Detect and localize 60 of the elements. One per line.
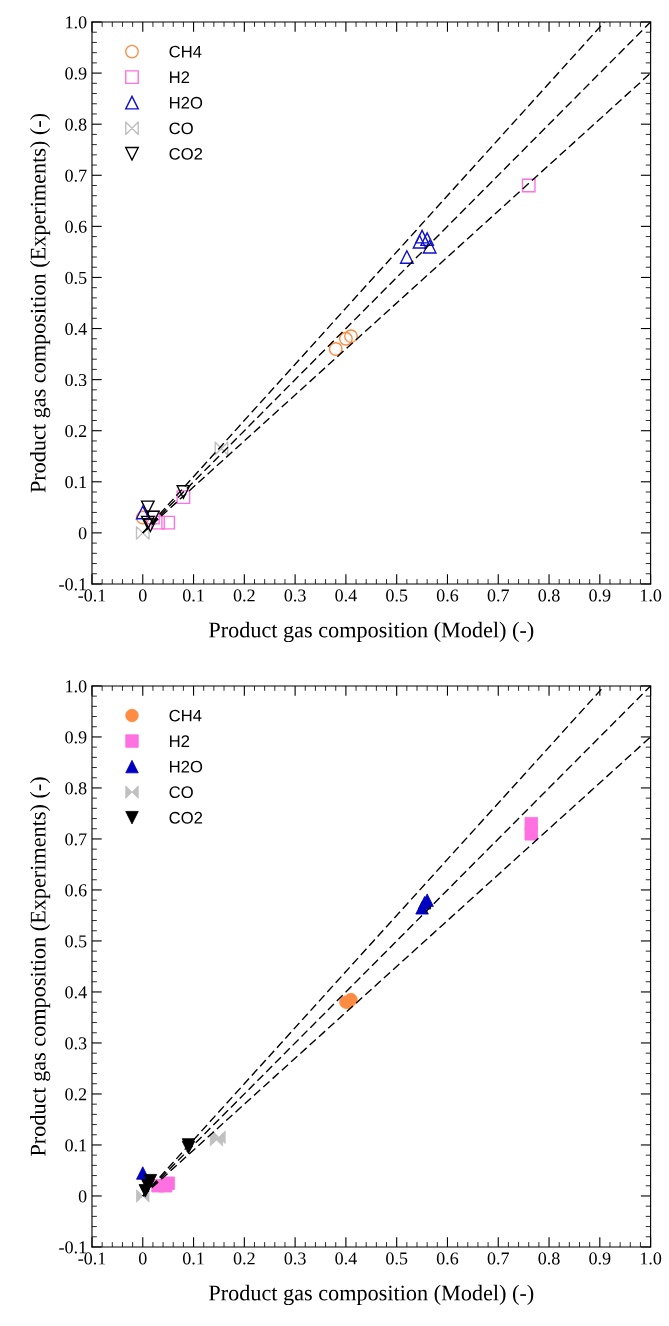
- x-tick-label: 0.8: [538, 1252, 560, 1265]
- x-tick-label: 0.6: [436, 1252, 459, 1265]
- x-tick-label: 0.5: [386, 589, 408, 602]
- y-tick-label: -0.1: [59, 1241, 87, 1254]
- y-tick-label: 0.2: [65, 1088, 87, 1101]
- legend-label: CO: [169, 122, 193, 135]
- x-tick-label: 1.0: [640, 1252, 662, 1265]
- x-tick-label: 0.9: [589, 1252, 611, 1265]
- legend-label: CH4: [169, 709, 202, 722]
- y-tick-label: 0.6: [65, 884, 87, 897]
- x-tick-label: 0.1: [182, 589, 204, 602]
- legend-label: CO2: [169, 811, 203, 824]
- legend-label: CO: [169, 786, 193, 799]
- x-tick-label: 0.1: [182, 1252, 204, 1265]
- x-tick-label: 0.8: [538, 589, 560, 602]
- x-tick-label: 0.4: [335, 1252, 357, 1265]
- y-axis-title: Product gas composition (Experiments) (-): [30, 113, 51, 493]
- y-tick-label: 0: [78, 527, 87, 540]
- y-tick-label: 0.2: [65, 424, 87, 438]
- x-tick-label: 1.0: [640, 589, 662, 602]
- x-axis-title: Product gas composition (Model) (-): [209, 1284, 534, 1306]
- x-tick-label: 0.7: [487, 1252, 510, 1265]
- x-tick-label: 0: [138, 1252, 147, 1265]
- y-tick-label: 0.4: [65, 322, 87, 336]
- x-tick-label: 0.6: [436, 589, 459, 602]
- x-axis-title: Product gas composition (Model) (-): [209, 621, 534, 643]
- x-tick-label: 0.9: [589, 589, 611, 602]
- legend-label: H2O: [170, 96, 203, 109]
- x-tick-label: 0.3: [284, 589, 306, 602]
- legend-label: H2: [170, 735, 190, 747]
- x-tick-label: 0.7: [487, 589, 510, 602]
- y-tick-label: 0.9: [65, 67, 87, 80]
- y-tick-label: 0.7: [65, 169, 87, 182]
- x-tick-label: 0.3: [284, 1252, 306, 1265]
- x-tick-label: 0.4: [335, 589, 357, 602]
- y-tick-label: 0.3: [65, 373, 87, 387]
- y-tick-label: 1.0: [66, 680, 87, 693]
- x-tick-label: 0.5: [386, 1252, 408, 1265]
- y-tick-label: 0.8: [65, 118, 87, 131]
- y-tick-label: 0.5: [65, 935, 87, 948]
- y-tick-label: 0.4: [65, 986, 87, 999]
- legend-label: H2: [170, 71, 190, 83]
- x-tick-label: 0: [138, 589, 147, 602]
- x-tick-label: 0.2: [233, 589, 255, 602]
- x-tick-label: 0.2: [233, 1252, 255, 1265]
- legend-label: H2O: [170, 760, 203, 773]
- y-tick-label: 0.1: [65, 1139, 87, 1152]
- y-tick-label: 0.5: [65, 271, 87, 284]
- y-tick-label: 0.7: [65, 833, 87, 846]
- y-tick-label: -0.1: [59, 578, 87, 591]
- y-tick-label: 0.6: [65, 220, 87, 233]
- y-tick-label: 0.9: [65, 731, 87, 744]
- y-tick-label: 0: [78, 1190, 87, 1203]
- legend-label: CH4: [169, 45, 202, 58]
- y-tick-label: 1.0: [66, 16, 87, 29]
- y-axis-title: Product gas composition (Experiments) (-): [30, 777, 51, 1156]
- y-tick-label: 0.8: [65, 782, 87, 795]
- legend-label: CO2: [169, 147, 203, 160]
- y-tick-label: 0.1: [65, 476, 87, 489]
- y-tick-label: 0.3: [65, 1037, 87, 1050]
